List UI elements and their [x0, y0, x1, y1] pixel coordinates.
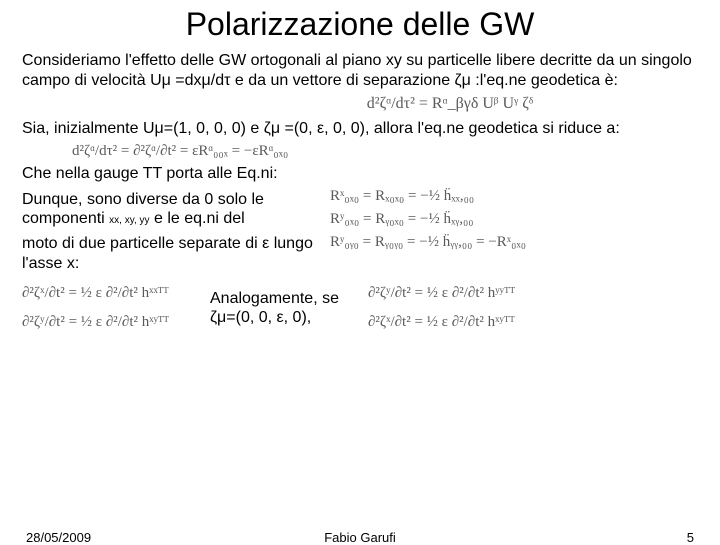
equation-geodesic: d²ζᵅ/dτ² = Rᵅ_βγδ Uᵝ Uᵞ ζᵟ — [202, 95, 698, 113]
equation-zeta-x-left: ∂²ζˣ/∂t² = ½ ε ∂²/∂t² hˣˣᵀᵀ — [22, 285, 202, 302]
footer-date: 28/05/2009 — [26, 530, 91, 545]
paragraph-motion: moto di due particelle separate di ε lun… — [22, 234, 322, 272]
equation-zeta-y-right: ∂²ζʸ/∂t² = ½ ε ∂²/∂t² hʸʸᵀᵀ — [368, 285, 698, 302]
equation-riemann-1: Rˣ₀ₓ₀ = Rₓ₀ₓ₀ = −½ ḧₓₓ,₀₀ — [330, 188, 698, 205]
paragraph-initial-conditions: Sia, inizialmente Uμ=(1, 0, 0, 0) e ζμ =… — [22, 119, 698, 139]
equation-zeta-y-left: ∂²ζʸ/∂t² = ½ ε ∂²/∂t² hˣʸᵀᵀ — [22, 314, 202, 331]
paragraph-analogamente: Analogamente, se ζμ=(0, 0, ε, 0), — [210, 289, 360, 327]
paragraph-intro: Consideriamo l'effetto delle GW ortogona… — [22, 51, 698, 91]
text-part-b: e le eq.ni del — [150, 210, 245, 227]
paragraph-nonzero: Dunque, sono diverse da 0 solo le compon… — [22, 190, 322, 228]
equation-zeta-x-right: ∂²ζˣ/∂t² = ½ ε ∂²/∂t² hˣʸᵀᵀ — [368, 314, 698, 331]
paragraph-gauge: Che nella gauge TT porta alle Eq.ni: — [22, 164, 698, 184]
page-title: Polarizzazione delle GW — [22, 6, 698, 43]
subscript-components: xx, xy, yy — [109, 215, 149, 226]
equation-riemann-2: Rʸ₀ₓ₀ = Rᵧ₀ₓ₀ = −½ ḧₓᵧ,₀₀ — [330, 211, 698, 228]
footer-author: Fabio Garufi — [324, 530, 396, 545]
footer-page-number: 5 — [687, 530, 694, 545]
equation-riemann-3: Rʸ₀ᵧ₀ = Rᵧ₀ᵧ₀ = −½ ḧᵧᵧ,₀₀ = −Rˣ₀ₓ₀ — [330, 234, 698, 251]
equation-reduced: d²ζᵅ/dτ² = ∂²ζᵅ/∂t² = εRᵅ₀₀ₓ = −εRᵅ₀ₓ₀ — [72, 143, 698, 160]
